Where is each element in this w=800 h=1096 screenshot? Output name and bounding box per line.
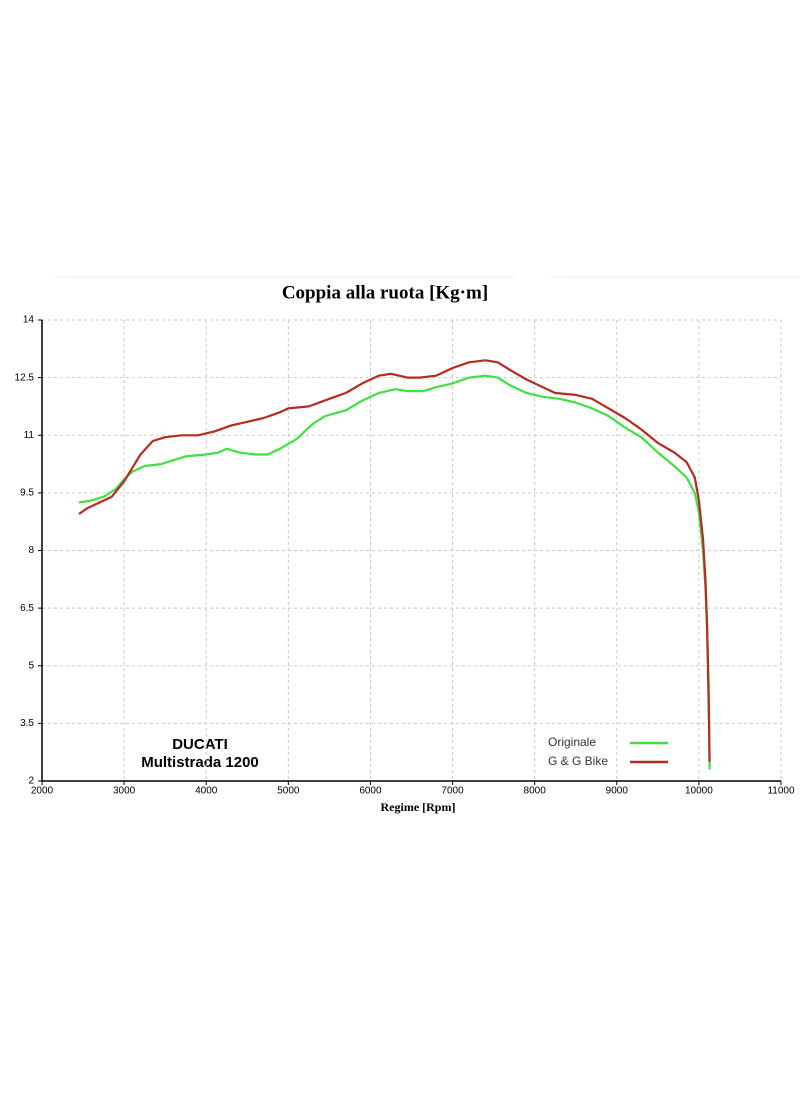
x-tick-label: 4000 (195, 786, 218, 797)
y-tick-label: 11 (24, 430, 35, 441)
y-tick-label: 2 (28, 776, 34, 787)
x-tick-label: 8000 (524, 786, 547, 797)
y-tick-label: 3.5 (20, 718, 34, 729)
annotation: DUCATI (172, 736, 228, 753)
x-tick-label: 5000 (277, 786, 300, 797)
y-tick-label: 12.5 (15, 372, 35, 383)
x-tick-label: 7000 (441, 786, 464, 797)
x-axis-label: Regime [Rpm] (381, 800, 456, 814)
annotation: Multistrada 1200 (141, 754, 259, 771)
y-tick-label: 5 (28, 660, 34, 671)
legend-label: Originale (548, 735, 596, 749)
x-tick-label: 3000 (113, 786, 136, 797)
y-tick-label: 8 (28, 545, 34, 556)
y-tick-label: 6.5 (20, 603, 34, 614)
series-line (78, 359, 711, 762)
x-tick-label: 11000 (767, 786, 795, 797)
chart-title: Coppia alla ruota [Kg·m] (282, 282, 488, 303)
legend-label: G & G Bike (548, 754, 608, 768)
x-tick-label: 9000 (606, 786, 629, 797)
x-tick-label: 10000 (685, 786, 713, 797)
x-tick-label: 6000 (359, 786, 382, 797)
series-line (78, 374, 711, 770)
x-tick-label: 2000 (31, 786, 54, 797)
y-tick-label: 9.5 (20, 488, 34, 499)
y-tick-label: 14 (23, 315, 35, 326)
